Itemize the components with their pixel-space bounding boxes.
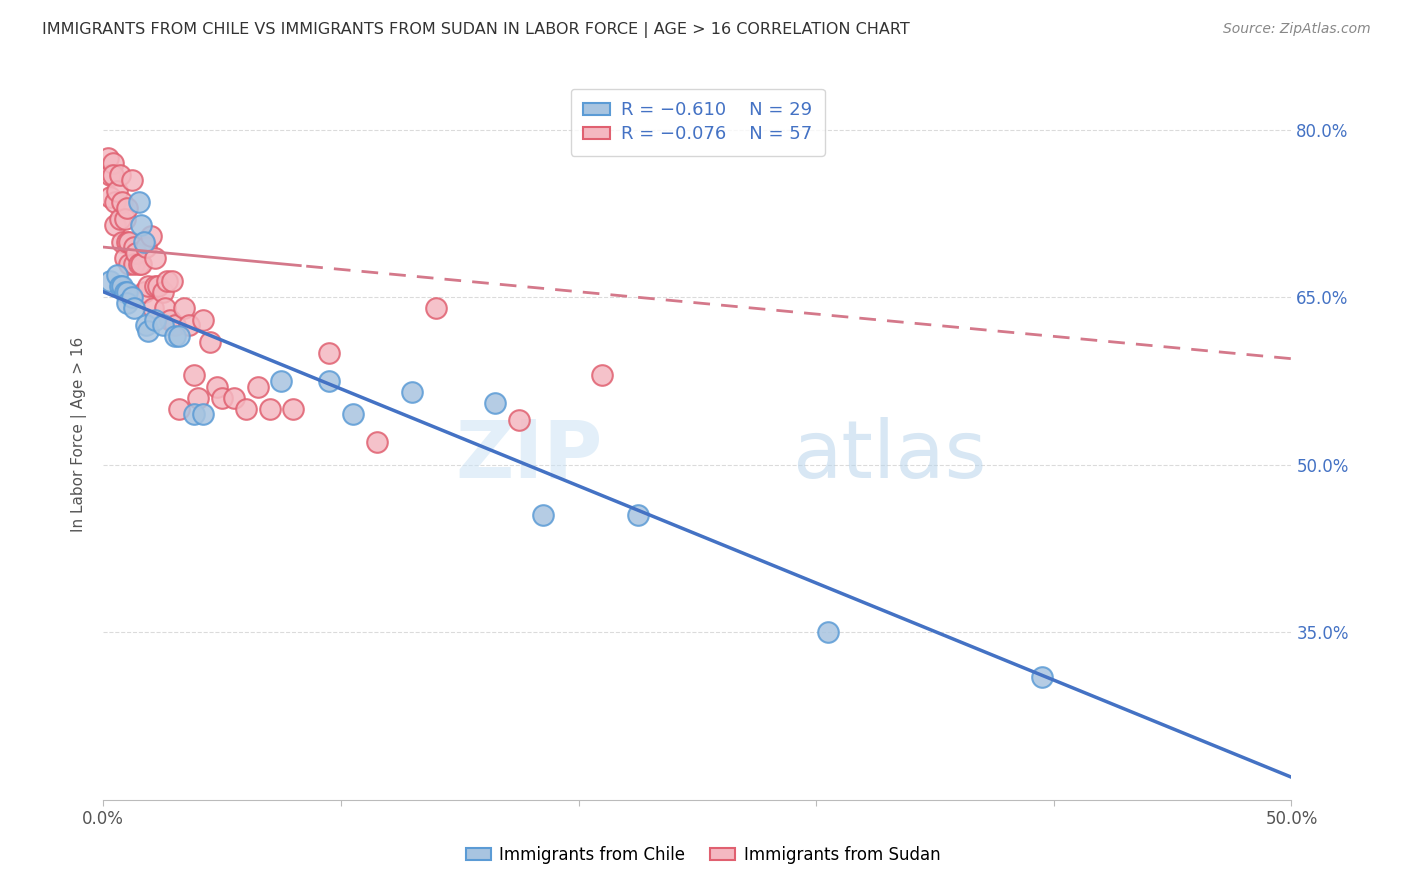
Point: [115, 235, 138, 249]
Point: [152, 318, 174, 333]
Point: [115, 285, 138, 299]
Point: [101, 168, 124, 182]
Text: IMMIGRANTS FROM CHILE VS IMMIGRANTS FROM SUDAN IN LABOR FORCE | AGE > 16 CORRELA: IMMIGRANTS FROM CHILE VS IMMIGRANTS FROM…: [42, 22, 910, 38]
Point: [163, 329, 186, 343]
Point: [118, 257, 141, 271]
Point: [129, 257, 152, 271]
Point: [211, 391, 233, 405]
Text: ZIP: ZIP: [456, 417, 602, 495]
Point: [366, 435, 388, 450]
Point: [145, 312, 167, 326]
Point: [108, 212, 131, 227]
Point: [98, 274, 121, 288]
Point: [259, 401, 281, 416]
Point: [132, 285, 155, 299]
Point: [246, 379, 269, 393]
Point: [128, 257, 150, 271]
Point: [135, 318, 157, 333]
Point: [125, 245, 148, 260]
Point: [270, 374, 292, 388]
Point: [159, 312, 181, 326]
Point: [235, 401, 257, 416]
Point: [146, 279, 169, 293]
Point: [122, 257, 145, 271]
Legend: Immigrants from Chile, Immigrants from Sudan: Immigrants from Chile, Immigrants from S…: [460, 839, 946, 871]
Point: [817, 625, 839, 640]
Point: [108, 168, 131, 182]
Point: [115, 296, 138, 310]
Point: [1031, 670, 1053, 684]
Point: [484, 396, 506, 410]
Point: [425, 301, 447, 316]
Point: [167, 329, 190, 343]
Point: [153, 301, 176, 316]
Point: [173, 301, 195, 316]
Point: [183, 408, 205, 422]
Y-axis label: In Labor Force | Age > 16: In Labor Force | Age > 16: [72, 336, 87, 532]
Point: [152, 285, 174, 299]
Point: [121, 173, 143, 187]
Point: [187, 391, 209, 405]
Point: [98, 190, 121, 204]
Point: [145, 252, 167, 266]
Legend: R = −0.610    N = 29, R = −0.076    N = 57: R = −0.610 N = 29, R = −0.076 N = 57: [571, 88, 825, 156]
Point: [108, 279, 131, 293]
Point: [627, 508, 650, 522]
Point: [508, 413, 530, 427]
Point: [104, 195, 127, 210]
Point: [111, 195, 134, 210]
Point: [118, 235, 141, 249]
Point: [122, 301, 145, 316]
Point: [138, 324, 160, 338]
Point: [183, 368, 205, 383]
Point: [531, 508, 554, 522]
Point: [160, 274, 183, 288]
Point: [318, 346, 340, 360]
Point: [114, 285, 136, 299]
Point: [283, 401, 305, 416]
Point: [121, 290, 143, 304]
Point: [97, 151, 120, 165]
Point: [111, 235, 134, 249]
Point: [101, 156, 124, 170]
Point: [128, 195, 150, 210]
Point: [191, 312, 214, 326]
Point: [401, 385, 423, 400]
Point: [107, 268, 129, 282]
Point: [167, 401, 190, 416]
Text: Source: ZipAtlas.com: Source: ZipAtlas.com: [1223, 22, 1371, 37]
Point: [129, 218, 152, 232]
Point: [114, 252, 136, 266]
Point: [591, 368, 613, 383]
Point: [198, 334, 221, 349]
Point: [156, 274, 179, 288]
Point: [163, 318, 186, 333]
Point: [145, 279, 167, 293]
Point: [139, 228, 162, 243]
Point: [207, 379, 229, 393]
Point: [138, 279, 160, 293]
Point: [135, 240, 157, 254]
Point: [342, 408, 364, 422]
Point: [222, 391, 245, 405]
Point: [142, 301, 165, 316]
Point: [132, 235, 155, 249]
Point: [122, 240, 145, 254]
Point: [318, 374, 340, 388]
Point: [111, 279, 134, 293]
Point: [107, 184, 129, 198]
Point: [98, 168, 121, 182]
Point: [191, 408, 214, 422]
Point: [114, 212, 136, 227]
Point: [104, 218, 127, 232]
Point: [177, 318, 200, 333]
Text: atlas: atlas: [793, 417, 987, 495]
Point: [115, 201, 138, 215]
